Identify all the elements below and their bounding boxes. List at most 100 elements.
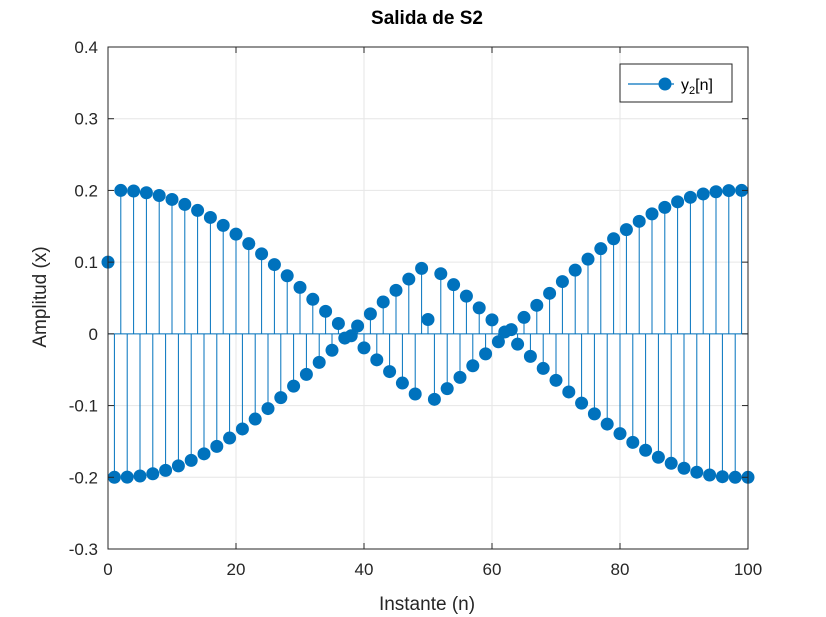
stem-marker [600, 417, 614, 431]
stem-marker [408, 387, 422, 401]
stem-marker [267, 258, 281, 272]
stem-marker [504, 323, 518, 337]
y-tick-label: -0.1 [69, 397, 98, 416]
x-tick-label: 60 [483, 560, 502, 579]
stem-marker [696, 187, 710, 201]
stem-marker [415, 261, 429, 275]
stem-marker [472, 301, 486, 315]
stem-marker [562, 385, 576, 399]
stem-marker [255, 247, 269, 261]
legend-label-main: y [681, 77, 689, 94]
stem-marker [235, 422, 249, 436]
legend-label: y2[n] [681, 77, 713, 97]
plot-frame [107, 46, 749, 550]
stem-marker [581, 252, 595, 266]
stem-marker [619, 223, 633, 237]
stem-marker [370, 353, 384, 367]
stem-marker [459, 289, 473, 303]
legend-label-sub: 2 [689, 85, 695, 97]
stem-marker [344, 329, 358, 343]
stem-marker [280, 269, 294, 283]
stem-marker [171, 459, 185, 473]
plot-area [108, 47, 748, 549]
y-axis-ticks: -0.3 -0.2 -0.1 0 0.1 0.2 0.3 0.4 [69, 38, 748, 559]
stem-marker [434, 267, 448, 281]
stem-marker [722, 184, 736, 198]
legend: y2[n] [619, 63, 733, 103]
stem-marker [555, 275, 569, 289]
stem-marker [549, 373, 563, 387]
y-tick-label: -0.2 [69, 468, 98, 487]
stem-marker [248, 412, 262, 426]
stem-marker [152, 189, 166, 203]
stem-marker [491, 335, 505, 349]
stem-marker [293, 280, 307, 294]
chart-title: Salida de S2 [371, 8, 483, 29]
stem-marker [351, 319, 365, 333]
stem-marker [287, 379, 301, 393]
stem-marker [626, 435, 640, 449]
stem-marker [568, 263, 582, 277]
stem-marker [178, 197, 192, 211]
stem-marker [197, 447, 211, 461]
stem-marker [536, 361, 550, 375]
stem-marker [607, 232, 621, 246]
y-axis-label: Amplitud (x) [30, 246, 51, 347]
stem-marker [191, 203, 205, 217]
stem-marker [735, 183, 749, 197]
stem-marker [159, 463, 173, 477]
stem-marker [274, 391, 288, 405]
stem-marker [683, 190, 697, 204]
x-tick-label: 0 [103, 560, 112, 579]
y-tick-label: 0.1 [74, 253, 98, 272]
stem-marker [331, 317, 345, 331]
stem-marker [447, 278, 461, 292]
stem-marker [709, 185, 723, 199]
x-tick-label: 40 [355, 560, 374, 579]
stem-marker [421, 313, 435, 327]
stem-marker [114, 183, 128, 197]
stem-marker [383, 365, 397, 379]
stem-marker [664, 456, 678, 470]
stem-marker [210, 439, 224, 453]
y-tick-label: 0 [89, 325, 98, 344]
legend-box [619, 63, 733, 103]
stem-marker [466, 359, 480, 373]
stem-marker [306, 292, 320, 306]
stem-marker [594, 242, 608, 256]
legend-marker [658, 77, 672, 91]
stem-marker [517, 310, 531, 324]
stem-marker [299, 367, 313, 381]
y-tick-label: 0.3 [74, 110, 98, 129]
stem-marker [728, 470, 742, 484]
x-axis-label: Instante (n) [379, 594, 475, 615]
x-tick-label: 100 [734, 560, 762, 579]
stem-marker [146, 467, 160, 481]
stem-marker [229, 227, 243, 241]
stem-marker [402, 272, 416, 286]
stem-marker [325, 343, 339, 357]
stem-marker [453, 370, 467, 384]
stem-marker [203, 210, 217, 224]
marker-series [101, 183, 755, 484]
stem-marker [530, 298, 544, 312]
stem-marker [511, 337, 525, 351]
stem-marker [357, 341, 371, 355]
stem-marker [395, 376, 409, 390]
x-tick-label: 20 [227, 560, 246, 579]
stem-marker [242, 237, 256, 251]
stem-marker [671, 195, 685, 209]
stem-marker [312, 355, 326, 369]
stem-marker [107, 470, 121, 484]
stem-marker [690, 465, 704, 479]
stem-marker [613, 427, 627, 441]
stem-marker [523, 349, 537, 363]
stem-marker [376, 295, 390, 309]
stem-marker [715, 470, 729, 484]
stem-marker [184, 453, 198, 467]
stem-marker [677, 461, 691, 475]
stem-marker [587, 407, 601, 421]
stem-marker [216, 218, 230, 232]
stem-marker [658, 200, 672, 214]
stem-marker [632, 214, 646, 228]
